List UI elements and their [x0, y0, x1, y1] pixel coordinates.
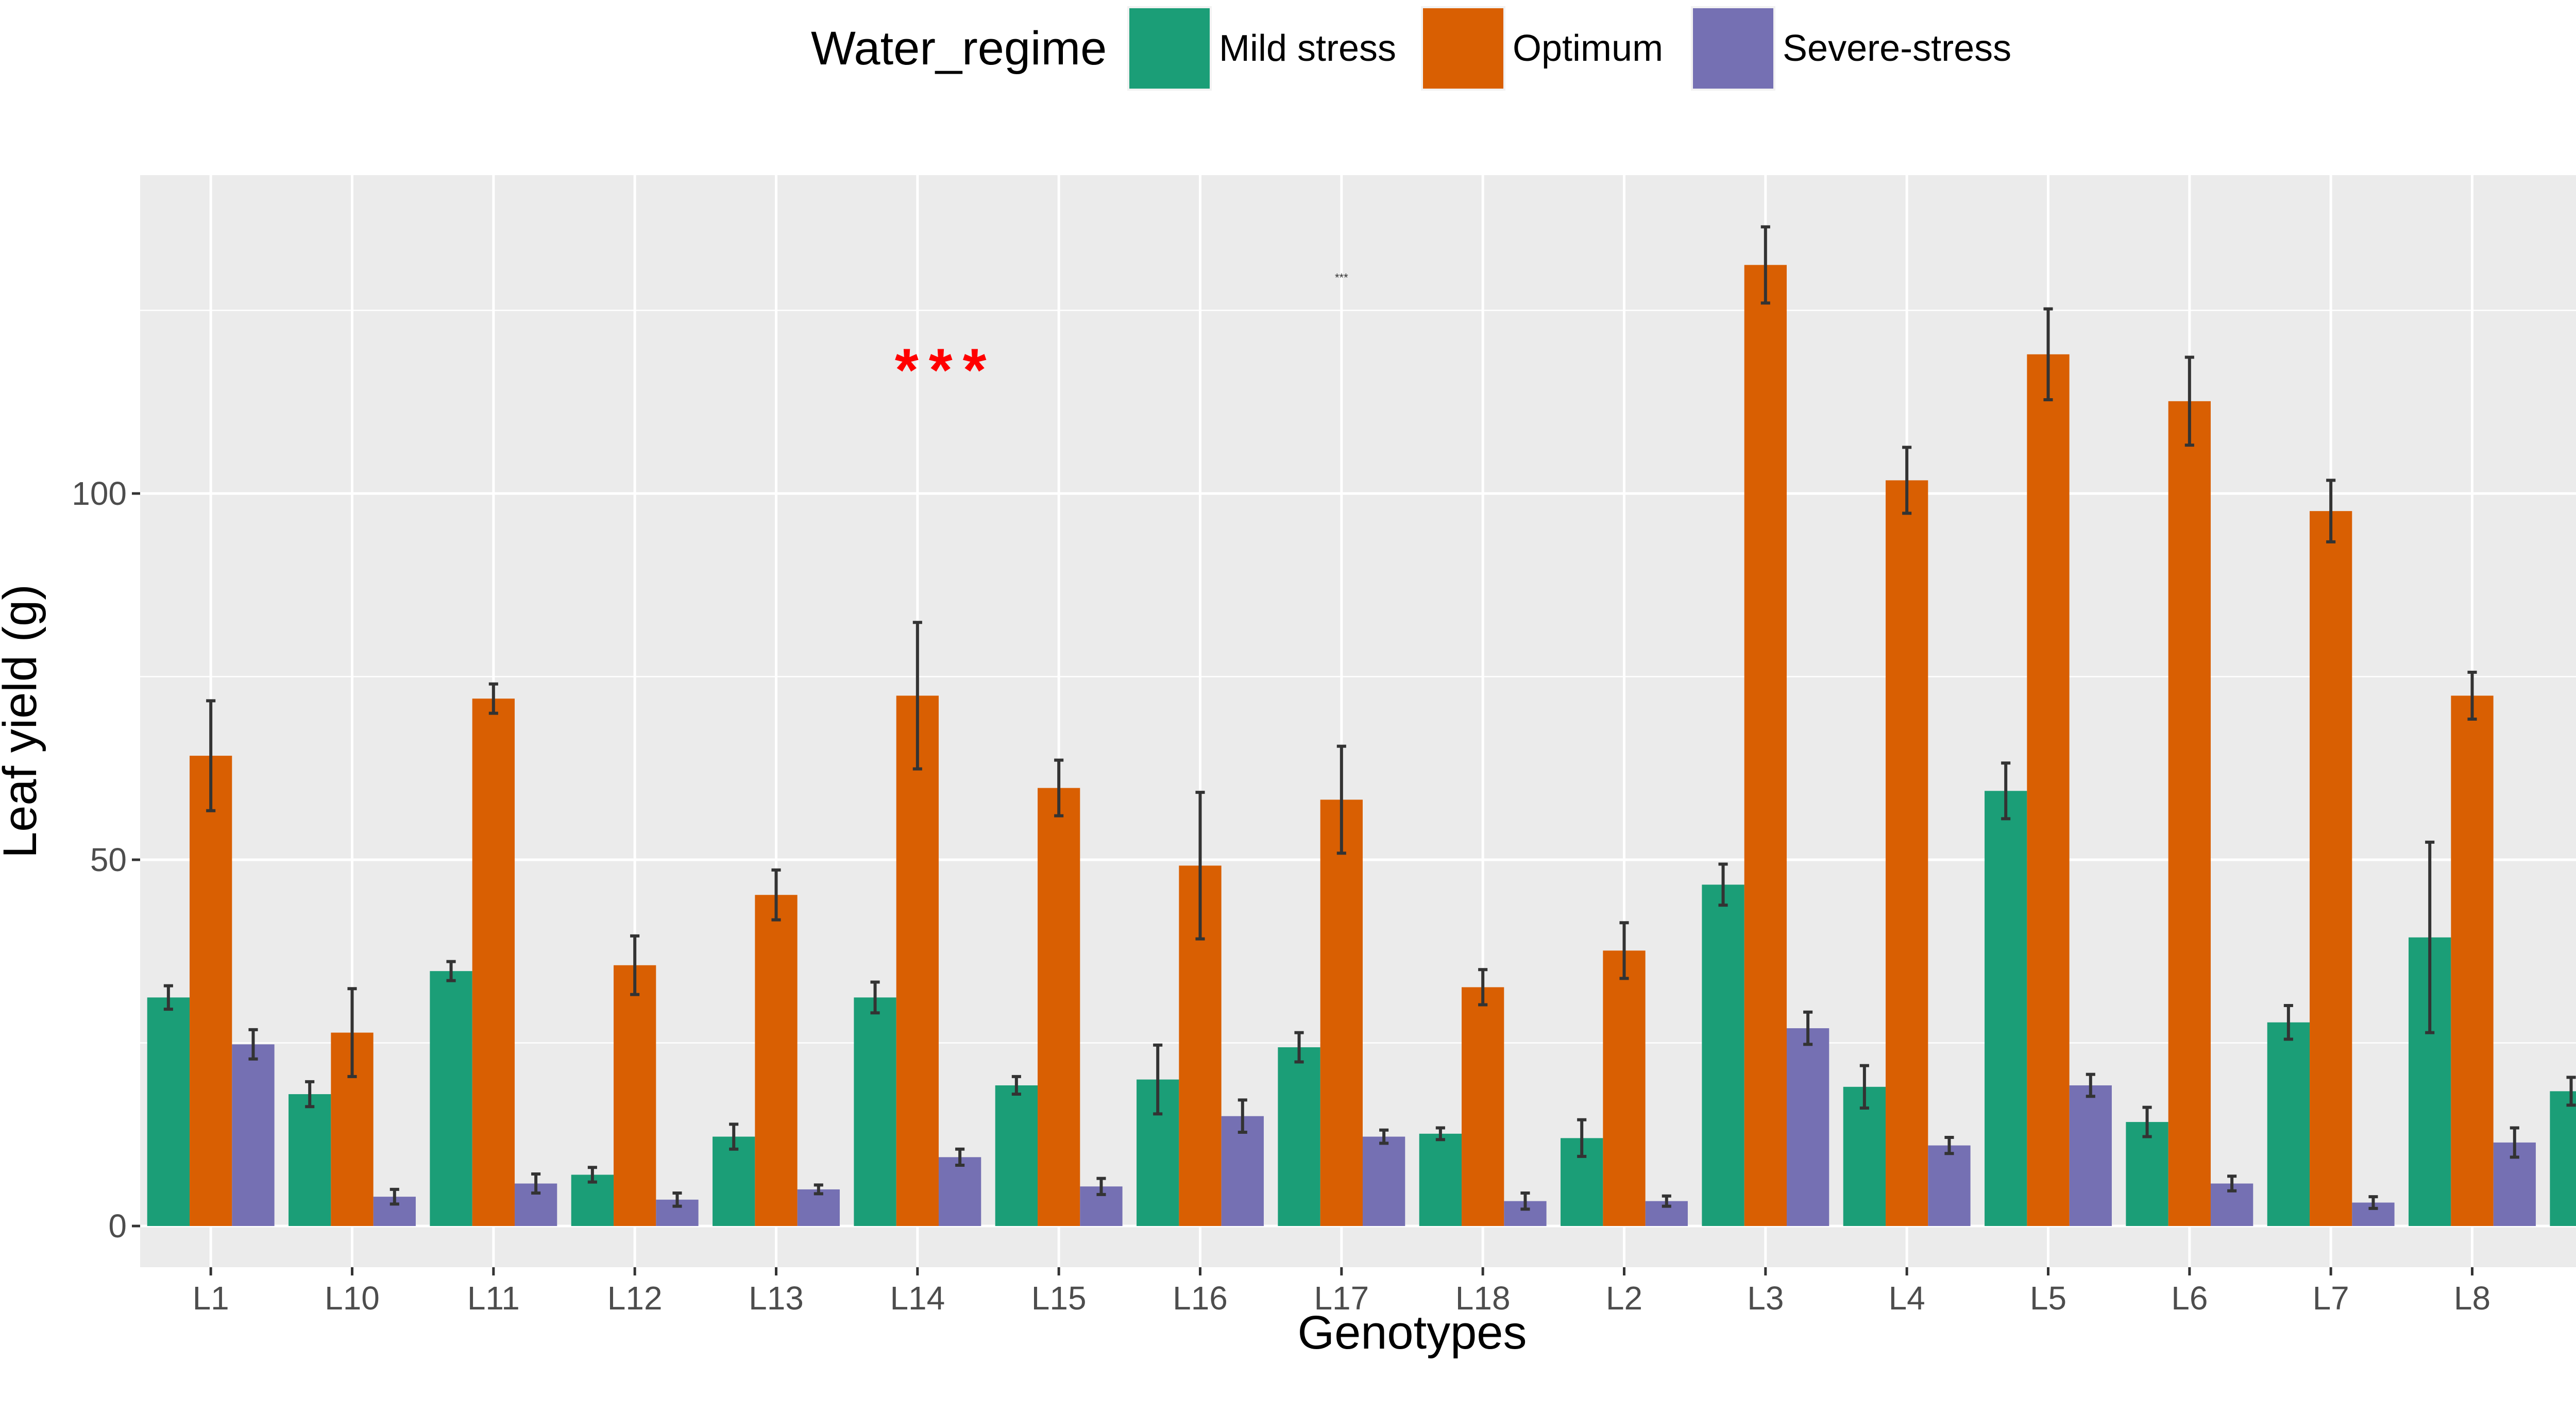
x-tick-label: L17: [1314, 1280, 1369, 1317]
bar: [854, 997, 896, 1226]
x-tick-label: L11: [467, 1280, 520, 1317]
bar: [1221, 1116, 1264, 1226]
bar: [2069, 1085, 2112, 1226]
bar: [1744, 265, 1787, 1227]
x-tick-label: L3: [1747, 1280, 1784, 1317]
bar: [797, 1189, 840, 1226]
legend-label: Mild stress: [1219, 28, 1396, 69]
x-tick-label: L8: [2454, 1280, 2490, 1317]
bar: [896, 695, 939, 1226]
bar: [1320, 799, 1363, 1226]
y-tick-label: 0: [108, 1207, 127, 1245]
x-tick-label: L12: [607, 1280, 663, 1317]
bar: [1419, 1133, 1462, 1226]
legend-swatch: [1423, 8, 1503, 89]
minor-gridlines: [140, 310, 2576, 1410]
bar: [1462, 987, 1504, 1226]
bar: [1843, 1086, 1886, 1226]
legend-label: Severe-stress: [1783, 28, 2011, 69]
legend: Water_regime Mild stress Optimum Severe-st…: [811, 6, 2011, 91]
legend-label: Optimum: [1513, 28, 1663, 69]
legend-swatch: [1129, 8, 1210, 89]
x-axis-title: Genotypes: [1298, 1306, 1527, 1359]
legend-items: Mild stress Optimum Severe-stress: [1127, 6, 2011, 91]
bar: [1985, 791, 2027, 1226]
bar: [1702, 884, 1744, 1226]
x-axis: L1 L10 L11 L12 L13 L14 L15 L16 L17 L18 L2 L3 L4 L5 L6 L…: [193, 1267, 2490, 1317]
x-tick-label: L5: [2030, 1280, 2066, 1317]
bar: [1278, 1047, 1320, 1226]
bar: [2550, 1091, 2576, 1226]
y-axis-title: Leaf yield (g): [0, 584, 46, 858]
bar: [1886, 480, 1928, 1226]
bar: [713, 1136, 755, 1226]
bar: [1603, 950, 1646, 1226]
x-tick-label: L15: [1031, 1280, 1087, 1317]
significance-annotation: ***: [895, 336, 997, 404]
error-bars-layer: [163, 225, 2576, 1211]
bar: [2126, 1122, 2168, 1226]
x-tick-label: L10: [325, 1280, 380, 1317]
bar: [147, 997, 190, 1226]
annotations-layer: *** ***: [895, 271, 1348, 404]
bar: [1786, 1028, 1829, 1226]
x-tick-label: L18: [1455, 1280, 1511, 1317]
y-tick-label: 50: [90, 841, 127, 878]
x-tick-label: L7: [2313, 1280, 2349, 1317]
bar: [1362, 1136, 1405, 1226]
x-tick-label: L4: [1889, 1280, 1925, 1317]
y-tick-label: 100: [72, 475, 127, 512]
bar: [2310, 511, 2352, 1227]
bar: [232, 1044, 275, 1226]
bar: [2168, 401, 2211, 1226]
bar: [1928, 1145, 1971, 1226]
x-tick-label: L6: [2171, 1280, 2208, 1317]
bar: [938, 1157, 981, 1226]
x-tick-label: L13: [749, 1280, 804, 1317]
bar: [755, 895, 798, 1226]
bar: [995, 1085, 1038, 1226]
bar: [1038, 788, 1080, 1226]
legend-title: Water_regime: [811, 22, 1107, 75]
bar: [472, 699, 515, 1226]
x-tick-label: L14: [890, 1280, 945, 1317]
x-tick-label: L16: [1173, 1280, 1228, 1317]
bar: [289, 1094, 331, 1226]
y-axis: 0 50 100: [72, 475, 140, 1245]
x-tick-label: L1: [193, 1280, 229, 1317]
bar: [2451, 695, 2494, 1226]
significance-annotation: ***: [1335, 271, 1348, 284]
legend-swatch: [1693, 8, 1773, 89]
bar: [614, 965, 656, 1226]
x-tick-label: L2: [1606, 1280, 1642, 1317]
bar: [430, 971, 472, 1226]
bar: [2267, 1022, 2310, 1226]
bar: [2027, 354, 2070, 1226]
bar: [190, 756, 232, 1226]
